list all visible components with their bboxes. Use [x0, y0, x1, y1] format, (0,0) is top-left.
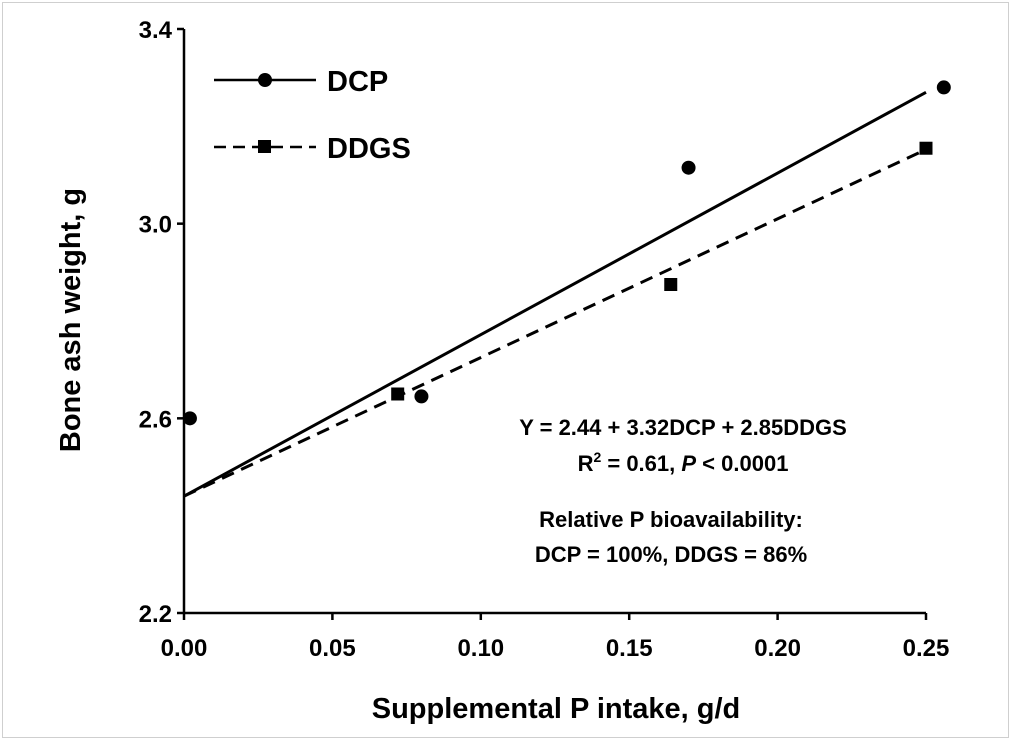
- y-ticks: 2.2 2.6 3.0 3.4: [139, 17, 184, 628]
- data-points: [182, 80, 951, 426]
- y-axis-label: Bone ash weight, g: [55, 188, 87, 452]
- point-dcp: [182, 411, 197, 426]
- legend-ddgs-marker: [258, 140, 271, 153]
- point-ddgs: [391, 387, 405, 401]
- point-ddgs: [919, 141, 933, 155]
- legend-dcp-marker: [258, 73, 272, 87]
- point-ddgs: [664, 278, 678, 291]
- y-tick-label: 2.2: [139, 601, 172, 628]
- fit-line-ddgs: [183, 148, 927, 498]
- x-axis-label: Supplemental P intake, g/d: [372, 693, 741, 725]
- legend: DCP DDGS: [214, 66, 411, 165]
- fit-line-dcp: [183, 90, 927, 498]
- y-tick-label: 3.4: [139, 17, 173, 44]
- x-tick-label: 0.10: [457, 635, 504, 662]
- legend-dcp-label: DCP: [327, 66, 388, 98]
- point-dcp: [936, 80, 951, 95]
- x-tick-label: 0.20: [754, 635, 801, 662]
- legend-ddgs-label: DDGS: [327, 133, 411, 165]
- bioavailability-values: DCP = 100%, DDGS = 86%: [535, 542, 807, 567]
- annotations: Y = 2.44 + 3.32DCP + 2.85DDGS R2 = 0.61,…: [519, 415, 847, 567]
- bioavailability-heading: Relative P bioavailability:: [539, 507, 803, 532]
- point-dcp: [681, 160, 696, 175]
- x-tick-label: 0.00: [161, 635, 208, 662]
- x-tick-label: 0.15: [606, 635, 653, 662]
- regression-equation: Y = 2.44 + 3.32DCP + 2.85DDGS: [519, 415, 847, 440]
- r2-p-value: R2 = 0.61, P < 0.0001: [578, 449, 789, 476]
- x-tick-label: 0.25: [903, 635, 950, 662]
- y-tick-label: 2.6: [139, 406, 172, 433]
- axes: [182, 29, 926, 615]
- fit-lines: [183, 90, 927, 498]
- y-tick-label: 3.0: [139, 212, 172, 239]
- point-dcp: [414, 389, 429, 404]
- x-ticks: 0.00 0.05 0.10 0.15 0.20 0.25: [161, 613, 950, 662]
- r2-superscript: 2: [593, 449, 601, 465]
- x-tick-label: 0.05: [309, 635, 356, 662]
